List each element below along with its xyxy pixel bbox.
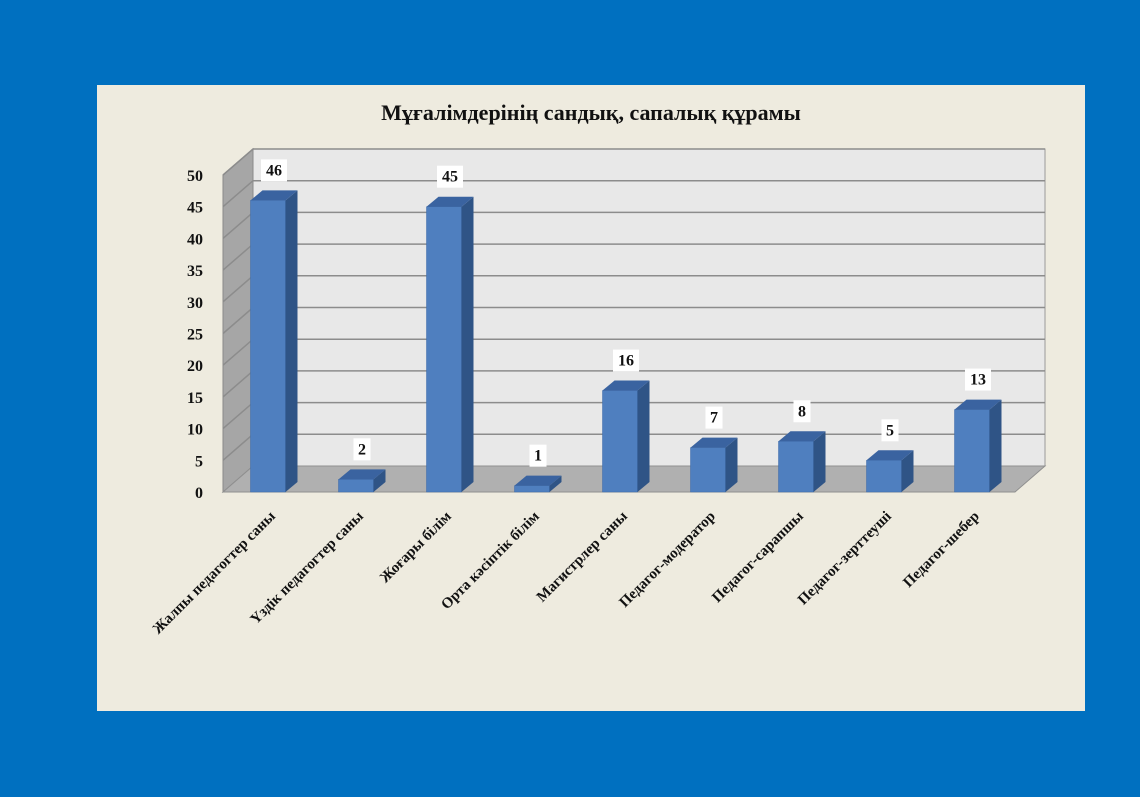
bar <box>778 441 814 493</box>
data-label: 5 <box>886 422 894 439</box>
data-label: 7 <box>710 410 718 427</box>
data-label: 46 <box>266 162 282 179</box>
data-label-bg <box>705 406 723 429</box>
bar-side <box>637 380 650 492</box>
y-tick-label: 35 <box>187 263 203 280</box>
bar-top <box>778 431 826 442</box>
data-label: 13 <box>970 372 986 389</box>
bar-top <box>250 190 298 201</box>
data-label: 2 <box>358 441 366 458</box>
y-tick-label: 15 <box>187 390 203 407</box>
bar-top <box>514 475 562 486</box>
data-label: 8 <box>798 403 806 420</box>
bar-side <box>549 475 562 492</box>
x-category-label: Магистрлер саны <box>534 508 631 605</box>
bar <box>514 485 550 493</box>
bar-top <box>866 450 914 461</box>
y-tick-label: 50 <box>187 168 203 185</box>
x-category-label: Педагог-модератор <box>616 509 718 611</box>
x-category-label: Педагог-зерттеуші <box>795 509 895 609</box>
gridline <box>222 148 1045 176</box>
bar-top <box>954 399 1002 410</box>
data-label-bg <box>613 349 639 372</box>
bar <box>690 447 726 493</box>
bar <box>250 200 286 493</box>
chart-title: Мұғалімдерінің сандық, сапалық құрамы <box>381 100 801 125</box>
data-label-bg <box>965 368 991 391</box>
x-category-label: Орта кәсіптік білім <box>438 509 542 613</box>
bar-top <box>690 437 738 448</box>
data-label: 1 <box>534 448 542 465</box>
data-label-bg <box>529 444 547 467</box>
bar <box>866 460 902 493</box>
y-tick-label: 0 <box>195 485 203 502</box>
gridline <box>222 179 1045 208</box>
x-category-label: Педагог-шебер <box>900 509 982 591</box>
data-label: 16 <box>618 353 634 370</box>
data-label-bg <box>437 165 463 188</box>
data-label-bg <box>261 159 287 182</box>
y-tick-label: 30 <box>187 295 203 312</box>
y-tick-label: 45 <box>187 200 203 217</box>
bar <box>954 409 990 493</box>
bar-top <box>602 380 650 391</box>
chart-panel: 0 5 10 15 20 25 30 35 40 45 50 46 Жалпы педагогтер с… <box>97 85 1085 711</box>
bar-side <box>461 196 474 492</box>
y-tick-label: 5 <box>195 453 203 470</box>
data-label-bg <box>353 438 371 461</box>
y-tick-label: 20 <box>187 358 203 375</box>
bar-side <box>813 431 826 492</box>
bar-top <box>338 469 386 480</box>
y-tick-label: 25 <box>187 327 203 344</box>
x-category-label: Жоғары білім <box>377 509 455 587</box>
bar <box>426 206 462 493</box>
y-tick-label: 40 <box>187 231 203 248</box>
bar-side <box>901 450 914 492</box>
bar-side <box>725 437 738 492</box>
x-category-label: Педагог-сарапшы <box>709 508 807 606</box>
bar <box>338 479 374 493</box>
bar-side <box>285 190 298 493</box>
bar <box>602 390 638 493</box>
data-label-bg <box>881 419 899 442</box>
bar-side <box>373 469 386 492</box>
bar-top <box>426 196 474 207</box>
data-label-bg <box>793 400 811 423</box>
bar-side <box>989 399 1002 492</box>
y-tick-label: 10 <box>187 422 203 439</box>
data-label: 45 <box>442 169 458 186</box>
